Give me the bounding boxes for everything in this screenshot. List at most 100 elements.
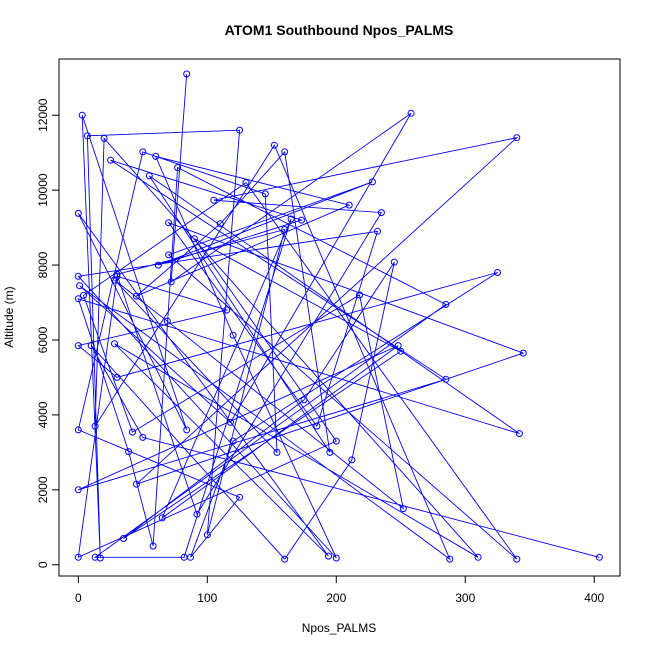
data-point <box>273 448 281 456</box>
data-point <box>152 152 160 160</box>
data-point <box>74 486 82 494</box>
data-point <box>96 554 104 562</box>
data-point <box>174 164 182 172</box>
data-point <box>236 126 244 134</box>
data-point <box>513 134 521 142</box>
data-point <box>216 220 224 228</box>
data-point <box>513 555 521 563</box>
x-tick-label: 200 <box>326 591 346 605</box>
y-tick-label: 6000 <box>36 326 50 353</box>
data-point <box>91 553 99 561</box>
data-point <box>139 433 147 441</box>
data-point <box>313 422 321 430</box>
x-tick-label: 300 <box>455 591 475 605</box>
data-point <box>187 553 194 561</box>
data-point <box>442 300 450 308</box>
data-point <box>203 531 211 539</box>
data-point <box>190 235 198 243</box>
data-point <box>242 179 250 187</box>
data-point <box>149 542 157 550</box>
data-point <box>165 251 173 259</box>
data-point <box>332 554 340 562</box>
data-point <box>74 295 82 303</box>
data-point <box>345 201 353 209</box>
data-point <box>125 448 133 456</box>
y-axis: 0 2000 4000 6000 8000 10000 12000 <box>36 98 60 568</box>
data-point <box>87 342 95 350</box>
data-point <box>163 317 171 325</box>
data-point <box>287 215 295 223</box>
data-point <box>407 109 415 117</box>
y-tick-label: 0 <box>36 561 50 568</box>
data-point <box>494 269 501 276</box>
data-point <box>348 456 356 464</box>
y-tick-label: 10000 <box>36 173 50 207</box>
data-point <box>442 375 450 383</box>
data-point <box>270 141 278 149</box>
data-point <box>223 306 231 314</box>
data-point <box>74 553 82 561</box>
data-point <box>210 196 218 204</box>
data-point <box>74 272 82 280</box>
data-point <box>167 278 175 286</box>
data-point <box>91 422 99 430</box>
data-point <box>183 426 191 434</box>
data-point <box>236 493 244 501</box>
data-point <box>74 426 82 434</box>
data-point <box>165 219 173 227</box>
data-point <box>80 291 87 299</box>
data-point <box>356 291 363 299</box>
data-point <box>474 553 482 561</box>
data-point <box>515 430 523 438</box>
data-point <box>132 292 140 300</box>
y-tick-label: 4000 <box>36 401 50 428</box>
data-point <box>446 555 454 563</box>
data-point <box>227 418 234 426</box>
data-point <box>132 480 140 488</box>
data-point <box>332 437 340 445</box>
x-axis: 0 100 200 300 400 <box>75 575 605 605</box>
data-point <box>377 209 385 217</box>
series <box>74 70 603 563</box>
data-point <box>229 437 237 445</box>
data-point <box>261 190 269 198</box>
data-point <box>595 553 603 561</box>
x-axis-label: Npos_PALMS <box>302 621 376 635</box>
data-point <box>183 70 191 78</box>
data-point <box>113 373 121 381</box>
y-tick-label: 12000 <box>36 98 50 132</box>
data-point <box>129 428 136 436</box>
x-tick-label: 400 <box>584 591 604 605</box>
data-point <box>74 342 82 350</box>
data-point <box>74 209 82 217</box>
data-point <box>368 178 376 186</box>
y-tick-label: 2000 <box>36 476 50 503</box>
data-point <box>120 535 127 542</box>
data-point <box>397 347 405 355</box>
data-point <box>326 448 334 456</box>
y-tick-label: 8000 <box>36 251 50 278</box>
data-point <box>281 555 289 563</box>
data-point <box>113 272 121 280</box>
data-point <box>111 340 118 348</box>
data-point <box>107 156 115 164</box>
data-point <box>78 111 86 119</box>
data-point <box>399 505 407 513</box>
data-point <box>300 396 308 404</box>
data-point <box>325 552 332 560</box>
x-tick-label: 0 <box>75 591 82 605</box>
data-point <box>158 514 166 522</box>
x-tick-label: 100 <box>197 591 217 605</box>
data-point <box>100 134 108 142</box>
chart-title: ATOM1 Southbound Npos_PALMS <box>225 22 454 38</box>
series-line <box>77 73 600 561</box>
data-point <box>390 258 398 266</box>
data-point <box>519 349 527 357</box>
data-point <box>154 261 162 269</box>
data-point <box>298 216 305 224</box>
data-point <box>394 342 402 350</box>
data-point <box>76 282 84 290</box>
data-point <box>281 226 289 233</box>
data-point <box>139 148 147 156</box>
